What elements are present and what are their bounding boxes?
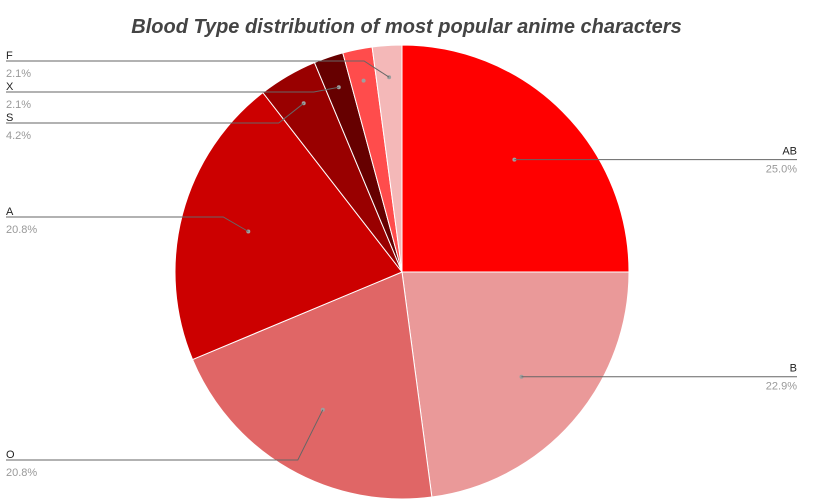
pie-slice-f bbox=[371, 44, 403, 273]
pie-slice-o bbox=[191, 271, 433, 500]
slice-label: S bbox=[6, 112, 13, 124]
slice-percent-label: 4.2% bbox=[6, 130, 31, 142]
slice-percent-label: 22.9% bbox=[766, 381, 797, 393]
slice-label: F bbox=[6, 50, 13, 62]
slice-label: X bbox=[6, 81, 14, 93]
slice-label: AB bbox=[782, 146, 797, 158]
slice-label: O bbox=[6, 449, 15, 461]
leader-line bbox=[6, 102, 305, 124]
leader-dot bbox=[361, 78, 366, 83]
pie-slice-b bbox=[401, 271, 630, 498]
slice-label: B bbox=[790, 363, 797, 375]
chart-title: Blood Type distribution of most popular … bbox=[131, 16, 682, 38]
leader-line bbox=[6, 409, 324, 461]
slice-percent-label: 2.1% bbox=[6, 68, 31, 80]
slice-percent-label: 20.8% bbox=[6, 467, 37, 479]
leader-line bbox=[6, 60, 390, 78]
leader-line bbox=[6, 216, 249, 232]
leader-line bbox=[6, 86, 339, 93]
slice-percent-label: 20.8% bbox=[6, 224, 37, 236]
slice-label: A bbox=[6, 206, 14, 218]
slice-percent-label: 2.1% bbox=[6, 99, 31, 111]
slice-percent-label: 25.0% bbox=[766, 164, 797, 176]
pie-slice-a bbox=[174, 91, 403, 361]
